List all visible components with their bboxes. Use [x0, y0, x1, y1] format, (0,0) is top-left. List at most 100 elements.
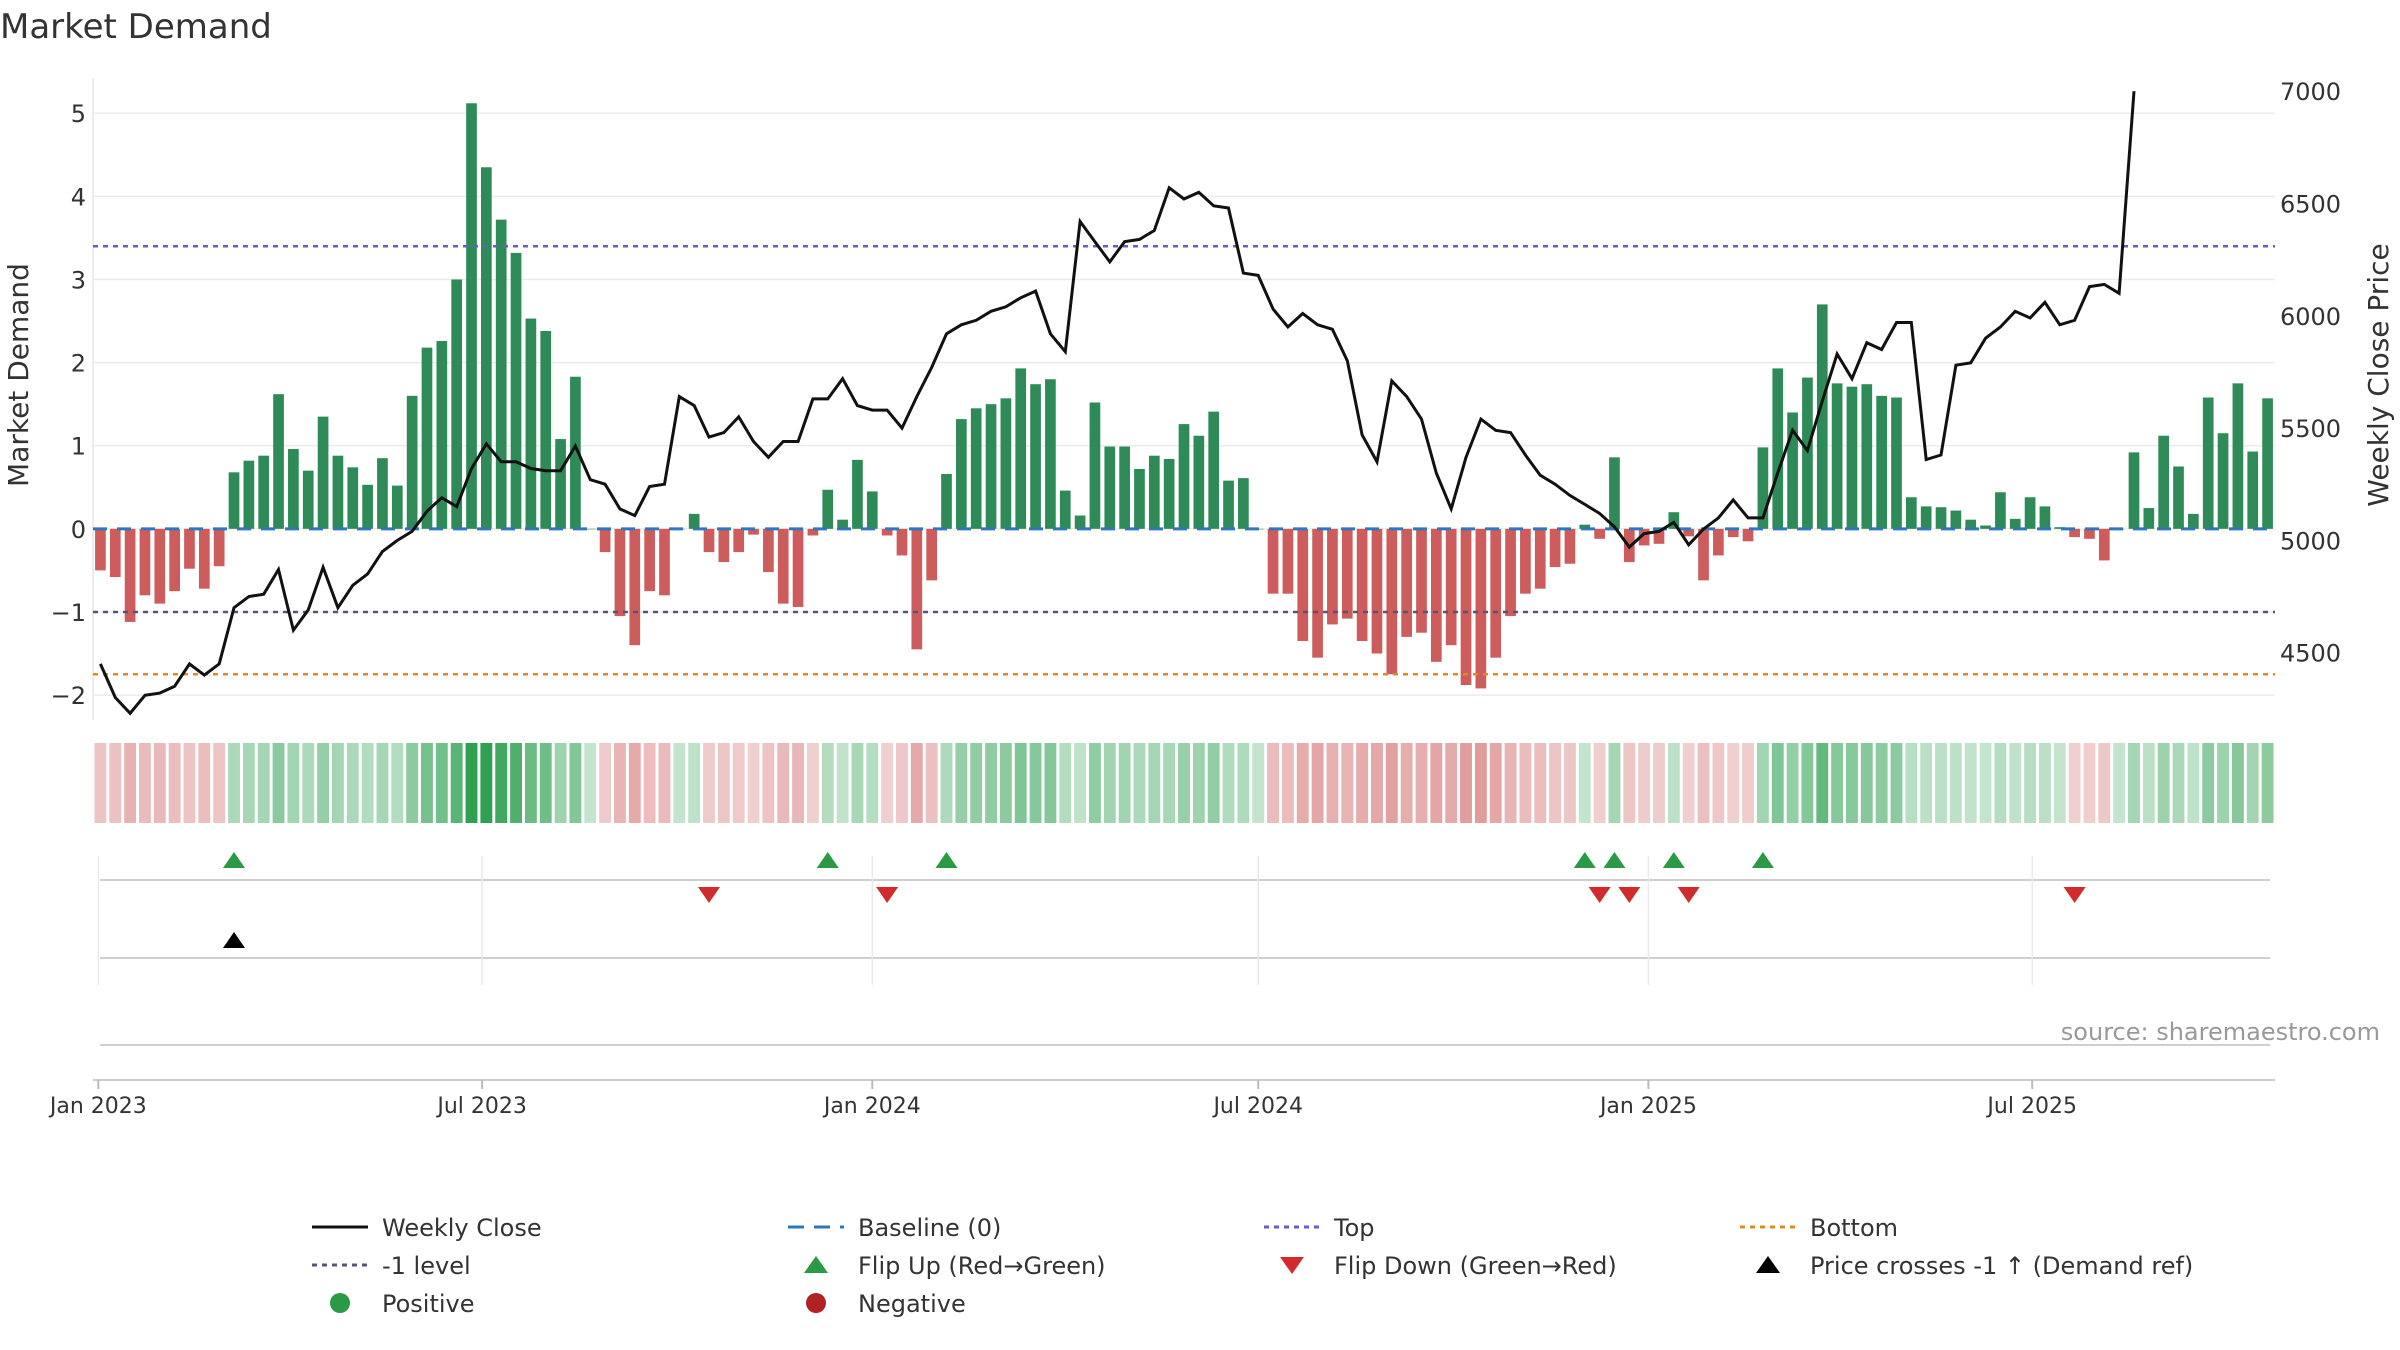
heat-cell	[747, 743, 760, 823]
flip-down-marker	[1618, 887, 1641, 903]
heat-cell	[480, 743, 493, 823]
demand-bar	[1713, 528, 1724, 556]
flip-up-marker	[1603, 852, 1626, 868]
left-tick-label: 5	[71, 100, 86, 128]
heat-cell	[1059, 743, 1072, 823]
heat-cell	[1653, 743, 1665, 823]
demand-bar	[540, 331, 552, 529]
demand-bar	[213, 528, 225, 567]
chart-title: Market Demand	[0, 7, 272, 47]
heat-cell	[1489, 743, 1502, 823]
heat-cell	[376, 743, 389, 823]
demand-bar	[1876, 395, 1887, 529]
legend-item-flip-up: Flip Up (Red→Green)	[804, 1252, 1106, 1280]
legend-negative-icon	[806, 1293, 826, 1313]
heat-cell	[1623, 743, 1636, 823]
price-cross-marker	[223, 932, 246, 948]
heat-cell	[1341, 743, 1354, 823]
legend-positive-icon	[330, 1293, 350, 1313]
demand-bar	[1950, 510, 1962, 529]
demand-bar	[406, 395, 418, 529]
heat-cell	[688, 743, 701, 823]
demand-bar	[1030, 384, 1041, 529]
demand-bar	[985, 404, 997, 529]
heat-cell	[1371, 743, 1383, 823]
legend-flip-up-label: Flip Up (Red→Green)	[858, 1252, 1106, 1280]
demand-bar	[302, 470, 314, 529]
demand-bar	[95, 528, 106, 571]
demand-bar	[1520, 528, 1531, 594]
heat-cell	[1207, 743, 1220, 823]
heat-cell	[1771, 743, 1784, 823]
demand-bar	[688, 513, 700, 529]
legend-price-cross-icon	[1756, 1256, 1780, 1273]
heat-cell	[1549, 743, 1562, 823]
heat-cell	[2038, 743, 2051, 823]
demand-bar	[2217, 433, 2229, 529]
demand-bar	[1802, 377, 1813, 529]
demand-bar	[2188, 513, 2199, 529]
heat-cell	[2142, 743, 2155, 823]
heat-cell	[1534, 743, 1547, 823]
x-tick-label: Jan 2024	[822, 1094, 921, 1119]
demand-bar	[1327, 528, 1338, 625]
heat-cell	[2113, 743, 2126, 823]
demand-bar	[2084, 528, 2095, 539]
heat-cell	[465, 743, 478, 823]
heat-cell	[1074, 743, 1087, 823]
left-tick-label: −1	[51, 599, 86, 627]
demand-bar	[2262, 398, 2273, 529]
demand-bar	[1935, 507, 1947, 529]
demand-bar	[347, 467, 359, 529]
heat-cell	[168, 743, 181, 823]
demand-bar	[1861, 384, 1873, 529]
heat-cell	[391, 743, 404, 823]
heat-cell	[1430, 743, 1443, 823]
legend-item-price-cross: Price crosses -1 ↑ (Demand ref)	[1756, 1252, 2193, 1280]
heat-cell	[806, 743, 819, 823]
heat-cell	[955, 743, 968, 823]
heat-cell	[2172, 743, 2185, 823]
demand-bar	[926, 528, 938, 581]
heat-cell	[1979, 743, 1992, 823]
heat-cell	[1831, 743, 1844, 823]
heat-cell	[1786, 743, 1799, 823]
demand-bar	[1475, 528, 1487, 689]
demand-bar	[1134, 468, 1145, 529]
demand-bar	[124, 528, 136, 622]
demand-bar	[599, 528, 611, 553]
flip-down-marker	[698, 887, 721, 903]
legend-weekly-close-label: Weekly Close	[382, 1214, 542, 1242]
demand-bar	[1831, 383, 1843, 529]
heat-cell	[2157, 743, 2170, 823]
heat-cell	[1089, 743, 1101, 823]
demand-heat-strip	[94, 743, 2274, 823]
x-tick-label: Jan 2025	[1598, 1094, 1697, 1119]
heat-cell	[1519, 743, 1532, 823]
demand-bar	[1208, 411, 1220, 529]
heat-cell	[153, 743, 166, 823]
heat-cell	[213, 743, 226, 823]
heat-cell	[614, 743, 626, 823]
heat-cell	[1563, 743, 1576, 823]
demand-bar	[1401, 528, 1412, 637]
demand-bar	[1297, 528, 1309, 642]
heat-cell	[1385, 743, 1398, 823]
demand-bar	[1163, 459, 1175, 529]
demand-bar	[109, 528, 121, 578]
time-gridlines	[97, 856, 2033, 985]
demand-bar	[391, 485, 403, 529]
heat-cell	[1103, 743, 1116, 823]
demand-bar	[1995, 492, 2006, 529]
heat-cell	[1356, 743, 1369, 823]
heat-cell	[940, 743, 953, 823]
demand-bar	[1015, 368, 1027, 529]
heat-cell	[2202, 743, 2215, 823]
x-tick-label: Jul 2024	[1211, 1094, 1303, 1119]
heat-cell	[1133, 743, 1146, 823]
demand-bar	[1386, 528, 1398, 675]
demand-bar	[1238, 478, 1249, 529]
demand-bar	[881, 528, 893, 536]
demand-bar	[896, 528, 908, 556]
heat-cell	[1742, 743, 1754, 823]
